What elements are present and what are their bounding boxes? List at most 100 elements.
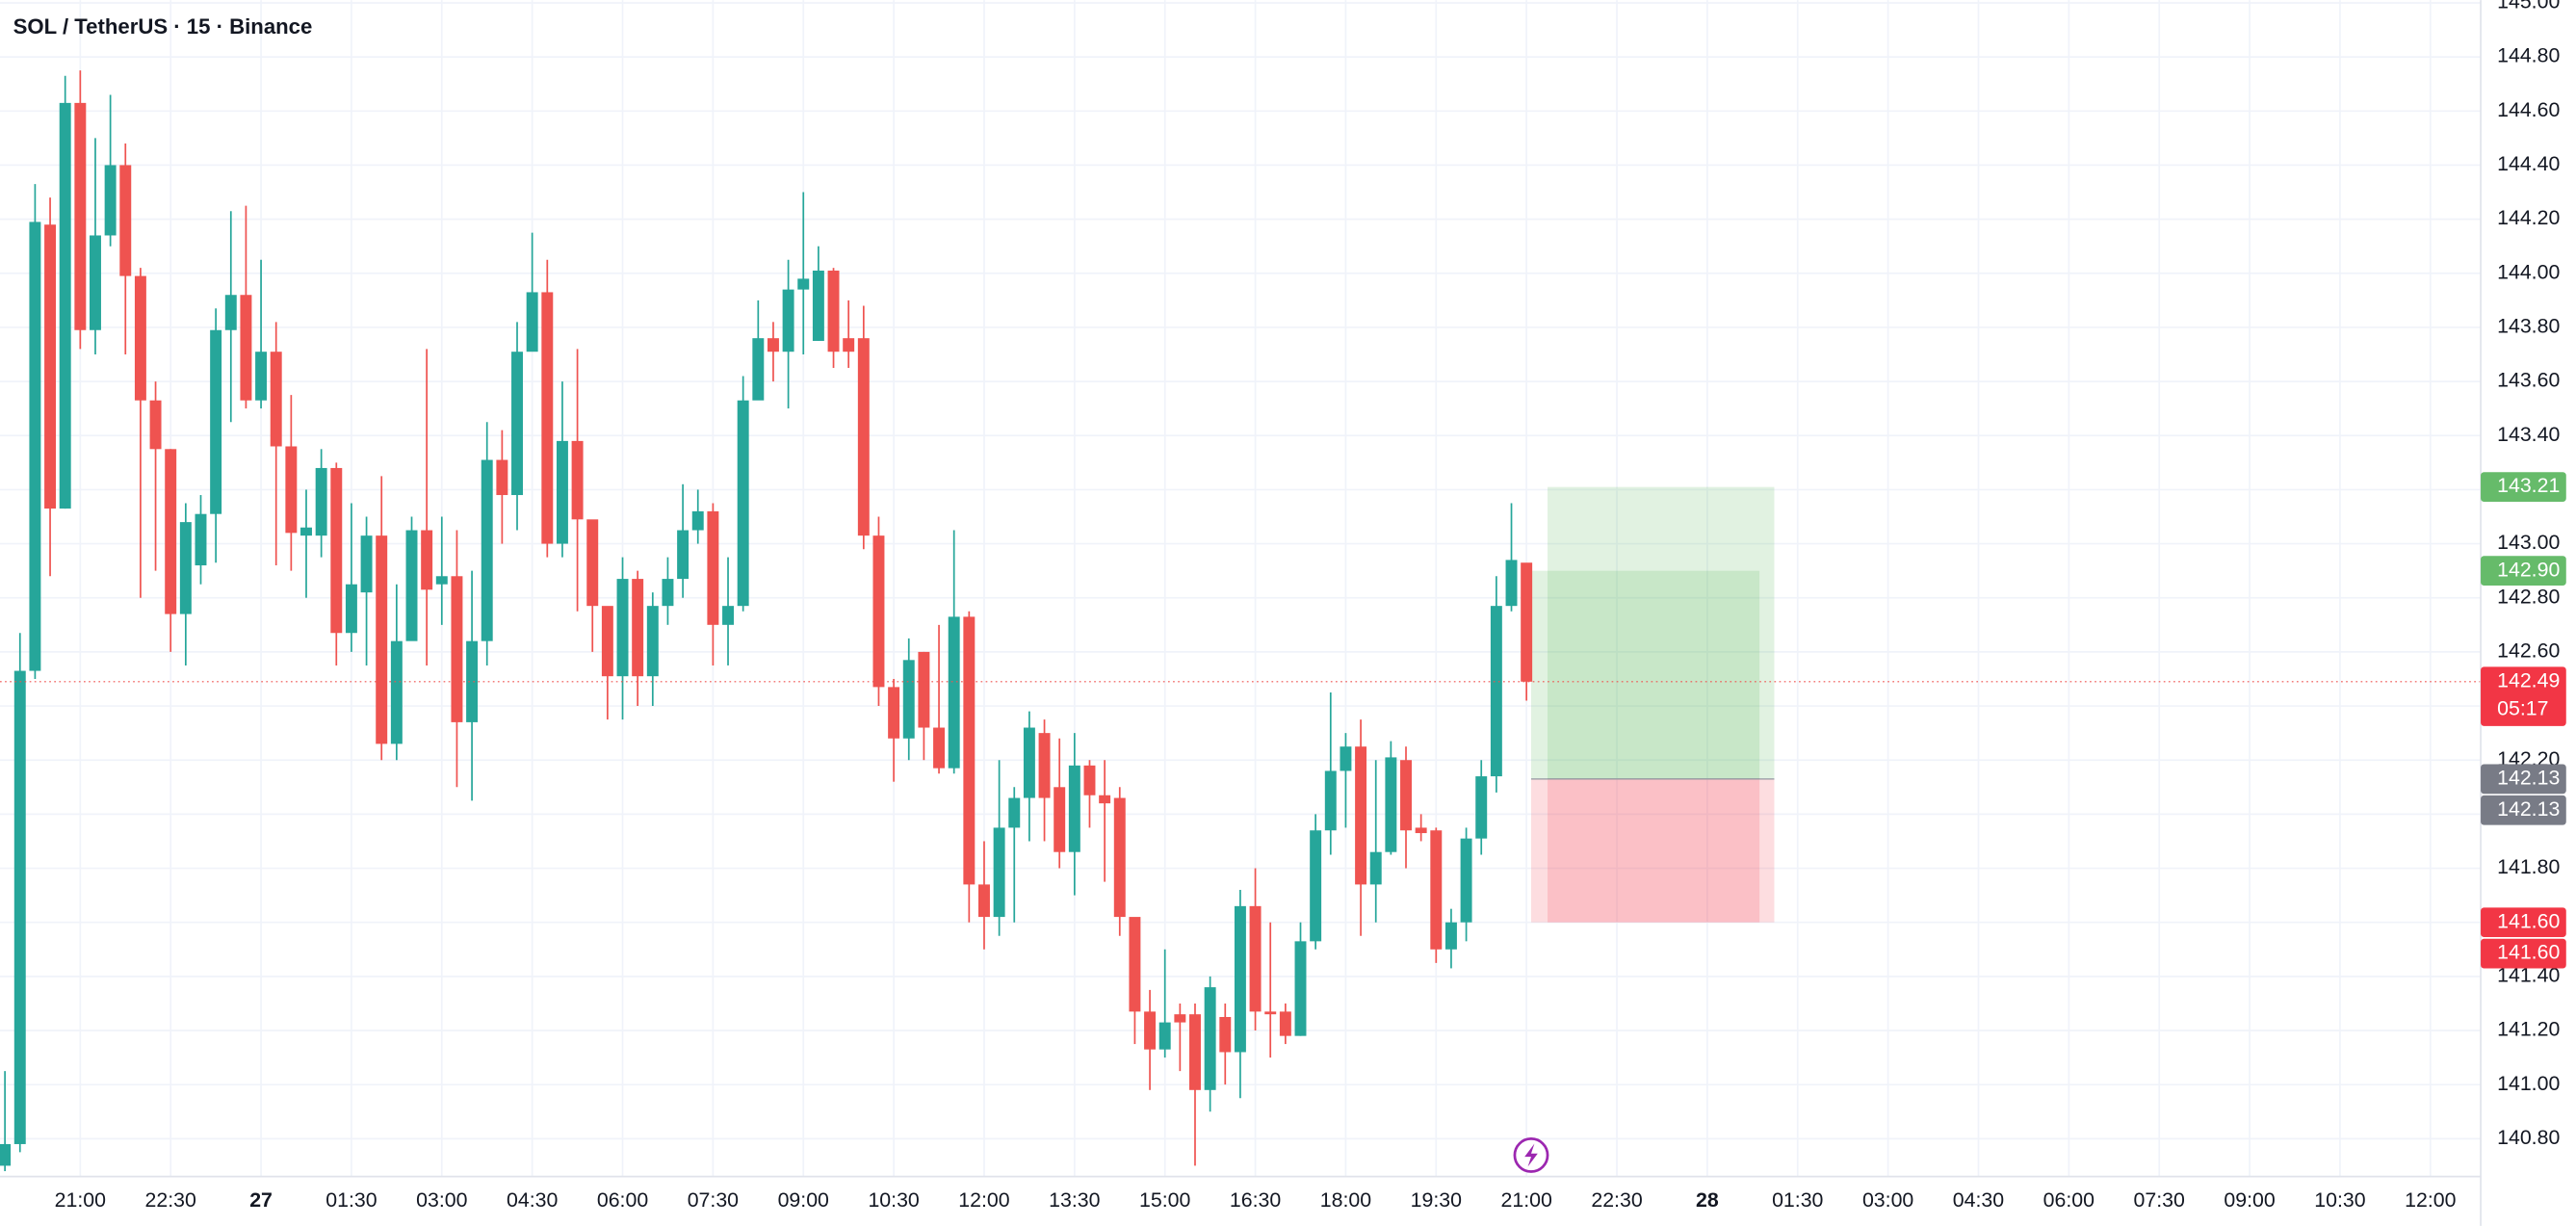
candles bbox=[0, 70, 2482, 1172]
candle-body bbox=[1204, 987, 1216, 1090]
candle-body bbox=[1505, 560, 1518, 607]
candle-body bbox=[601, 606, 613, 677]
stop-badge bbox=[2481, 907, 2566, 938]
x-tick-label: 01:30 bbox=[1772, 1188, 1823, 1212]
candle-body bbox=[1068, 765, 1080, 852]
y-tick-label: 144.60 bbox=[2497, 98, 2560, 121]
candle-body bbox=[496, 459, 508, 496]
y-tick-label: 144.00 bbox=[2497, 260, 2560, 283]
y-tick-label: 141.20 bbox=[2497, 1018, 2560, 1041]
entry-badge bbox=[2481, 795, 2566, 825]
y-tick-label: 143.40 bbox=[2497, 423, 2560, 446]
candle-body bbox=[90, 235, 101, 330]
entry-label: 142.13 bbox=[2497, 767, 2560, 790]
candle-body bbox=[134, 275, 146, 401]
candle-body bbox=[1385, 757, 1397, 852]
y-tick-label: 140.80 bbox=[2497, 1126, 2560, 1149]
candle-body bbox=[1355, 746, 1367, 885]
x-tick-label: 04:30 bbox=[507, 1188, 558, 1212]
candle-body bbox=[300, 527, 312, 536]
chart-title: SOL / TetherUS · 15 · Binance bbox=[13, 14, 313, 39]
candle-body bbox=[691, 510, 704, 531]
candle-body bbox=[511, 352, 523, 496]
candle-body bbox=[29, 222, 41, 671]
candle-body bbox=[571, 440, 584, 520]
candle-body bbox=[1264, 1011, 1277, 1015]
candle-body bbox=[435, 576, 448, 585]
profit-zone bbox=[1548, 486, 1775, 779]
candle-body bbox=[0, 1143, 12, 1166]
candle-body bbox=[405, 530, 418, 641]
candle-body bbox=[1008, 797, 1021, 828]
y-tick-label: 144.20 bbox=[2497, 206, 2560, 229]
x-tick-label: 03:00 bbox=[1862, 1188, 1913, 1212]
candle-body bbox=[1324, 770, 1337, 831]
candle-body bbox=[1113, 797, 1126, 918]
current-price-badge bbox=[2481, 666, 2566, 726]
candle-body bbox=[240, 295, 252, 401]
candle-body bbox=[44, 224, 57, 509]
stop-label: 141.60 bbox=[2497, 941, 2560, 964]
candle-body bbox=[195, 513, 207, 566]
candle-body bbox=[722, 606, 734, 625]
candle-body bbox=[662, 579, 674, 607]
candle-body bbox=[1054, 787, 1066, 852]
candle-body bbox=[707, 510, 719, 625]
x-tick-label: 07:30 bbox=[2134, 1188, 2185, 1212]
x-tick-label: 21:00 bbox=[1500, 1188, 1551, 1212]
candle-body bbox=[1521, 562, 1533, 682]
candle-body bbox=[978, 884, 990, 918]
candle-body bbox=[872, 535, 885, 688]
candle-body bbox=[315, 467, 327, 536]
candle-body bbox=[933, 727, 946, 769]
candle-body bbox=[1279, 1011, 1291, 1036]
candle-body bbox=[1174, 1014, 1186, 1023]
candle-body bbox=[1444, 922, 1457, 950]
candle-body bbox=[1099, 795, 1111, 804]
x-tick-label: 06:00 bbox=[597, 1188, 648, 1212]
candle-body bbox=[586, 519, 599, 607]
x-tick-label: 10:30 bbox=[2314, 1188, 2365, 1212]
candle-body bbox=[1430, 830, 1443, 950]
candle-body bbox=[632, 579, 644, 677]
candle-body bbox=[360, 535, 373, 593]
candle-body bbox=[179, 522, 192, 614]
x-tick-label: 22:30 bbox=[1591, 1188, 1642, 1212]
x-tick-label: 16:30 bbox=[1230, 1188, 1281, 1212]
candle-body bbox=[1038, 733, 1051, 798]
x-tick-label: 04:30 bbox=[1953, 1188, 2004, 1212]
loss-zone bbox=[1548, 778, 1775, 923]
candle-body bbox=[1023, 727, 1035, 798]
x-tick-label: 01:30 bbox=[325, 1188, 377, 1212]
x-tick-label: 19:30 bbox=[1411, 1188, 1462, 1212]
loss-zone bbox=[1530, 778, 1760, 923]
y-tick-label: 145.00 bbox=[2497, 0, 2560, 13]
candle-body bbox=[1415, 827, 1427, 834]
stop-badge bbox=[2481, 938, 2566, 969]
candle-body bbox=[616, 579, 629, 677]
candle-body bbox=[1475, 776, 1488, 839]
candle-body bbox=[1490, 606, 1502, 777]
candle-body bbox=[285, 446, 298, 534]
x-tick-label: 22:30 bbox=[145, 1188, 196, 1212]
candle-body bbox=[210, 329, 222, 514]
candle-body bbox=[390, 640, 403, 744]
target-label: 142.90 bbox=[2497, 558, 2560, 581]
candle-body bbox=[1340, 746, 1352, 771]
candle-body bbox=[888, 687, 900, 739]
x-tick-label: 28 bbox=[1696, 1188, 1719, 1212]
candle-body bbox=[918, 651, 930, 728]
candle-body bbox=[646, 606, 659, 677]
y-tick-label: 142.80 bbox=[2497, 585, 2560, 608]
candle-body bbox=[1158, 1022, 1171, 1050]
target-label: 143.21 bbox=[2497, 474, 2560, 497]
target-badge bbox=[2481, 472, 2566, 502]
candle-body bbox=[451, 576, 463, 722]
candle-body bbox=[466, 640, 479, 722]
y-tick-label: 143.60 bbox=[2497, 369, 2560, 392]
candle-body bbox=[677, 530, 690, 580]
y-tick-label: 143.00 bbox=[2497, 531, 2560, 554]
candle-body bbox=[843, 338, 855, 352]
price-badges: 142.49 05:17 143.21 142.13 141.60 142.90 142.1… bbox=[2481, 472, 2566, 969]
